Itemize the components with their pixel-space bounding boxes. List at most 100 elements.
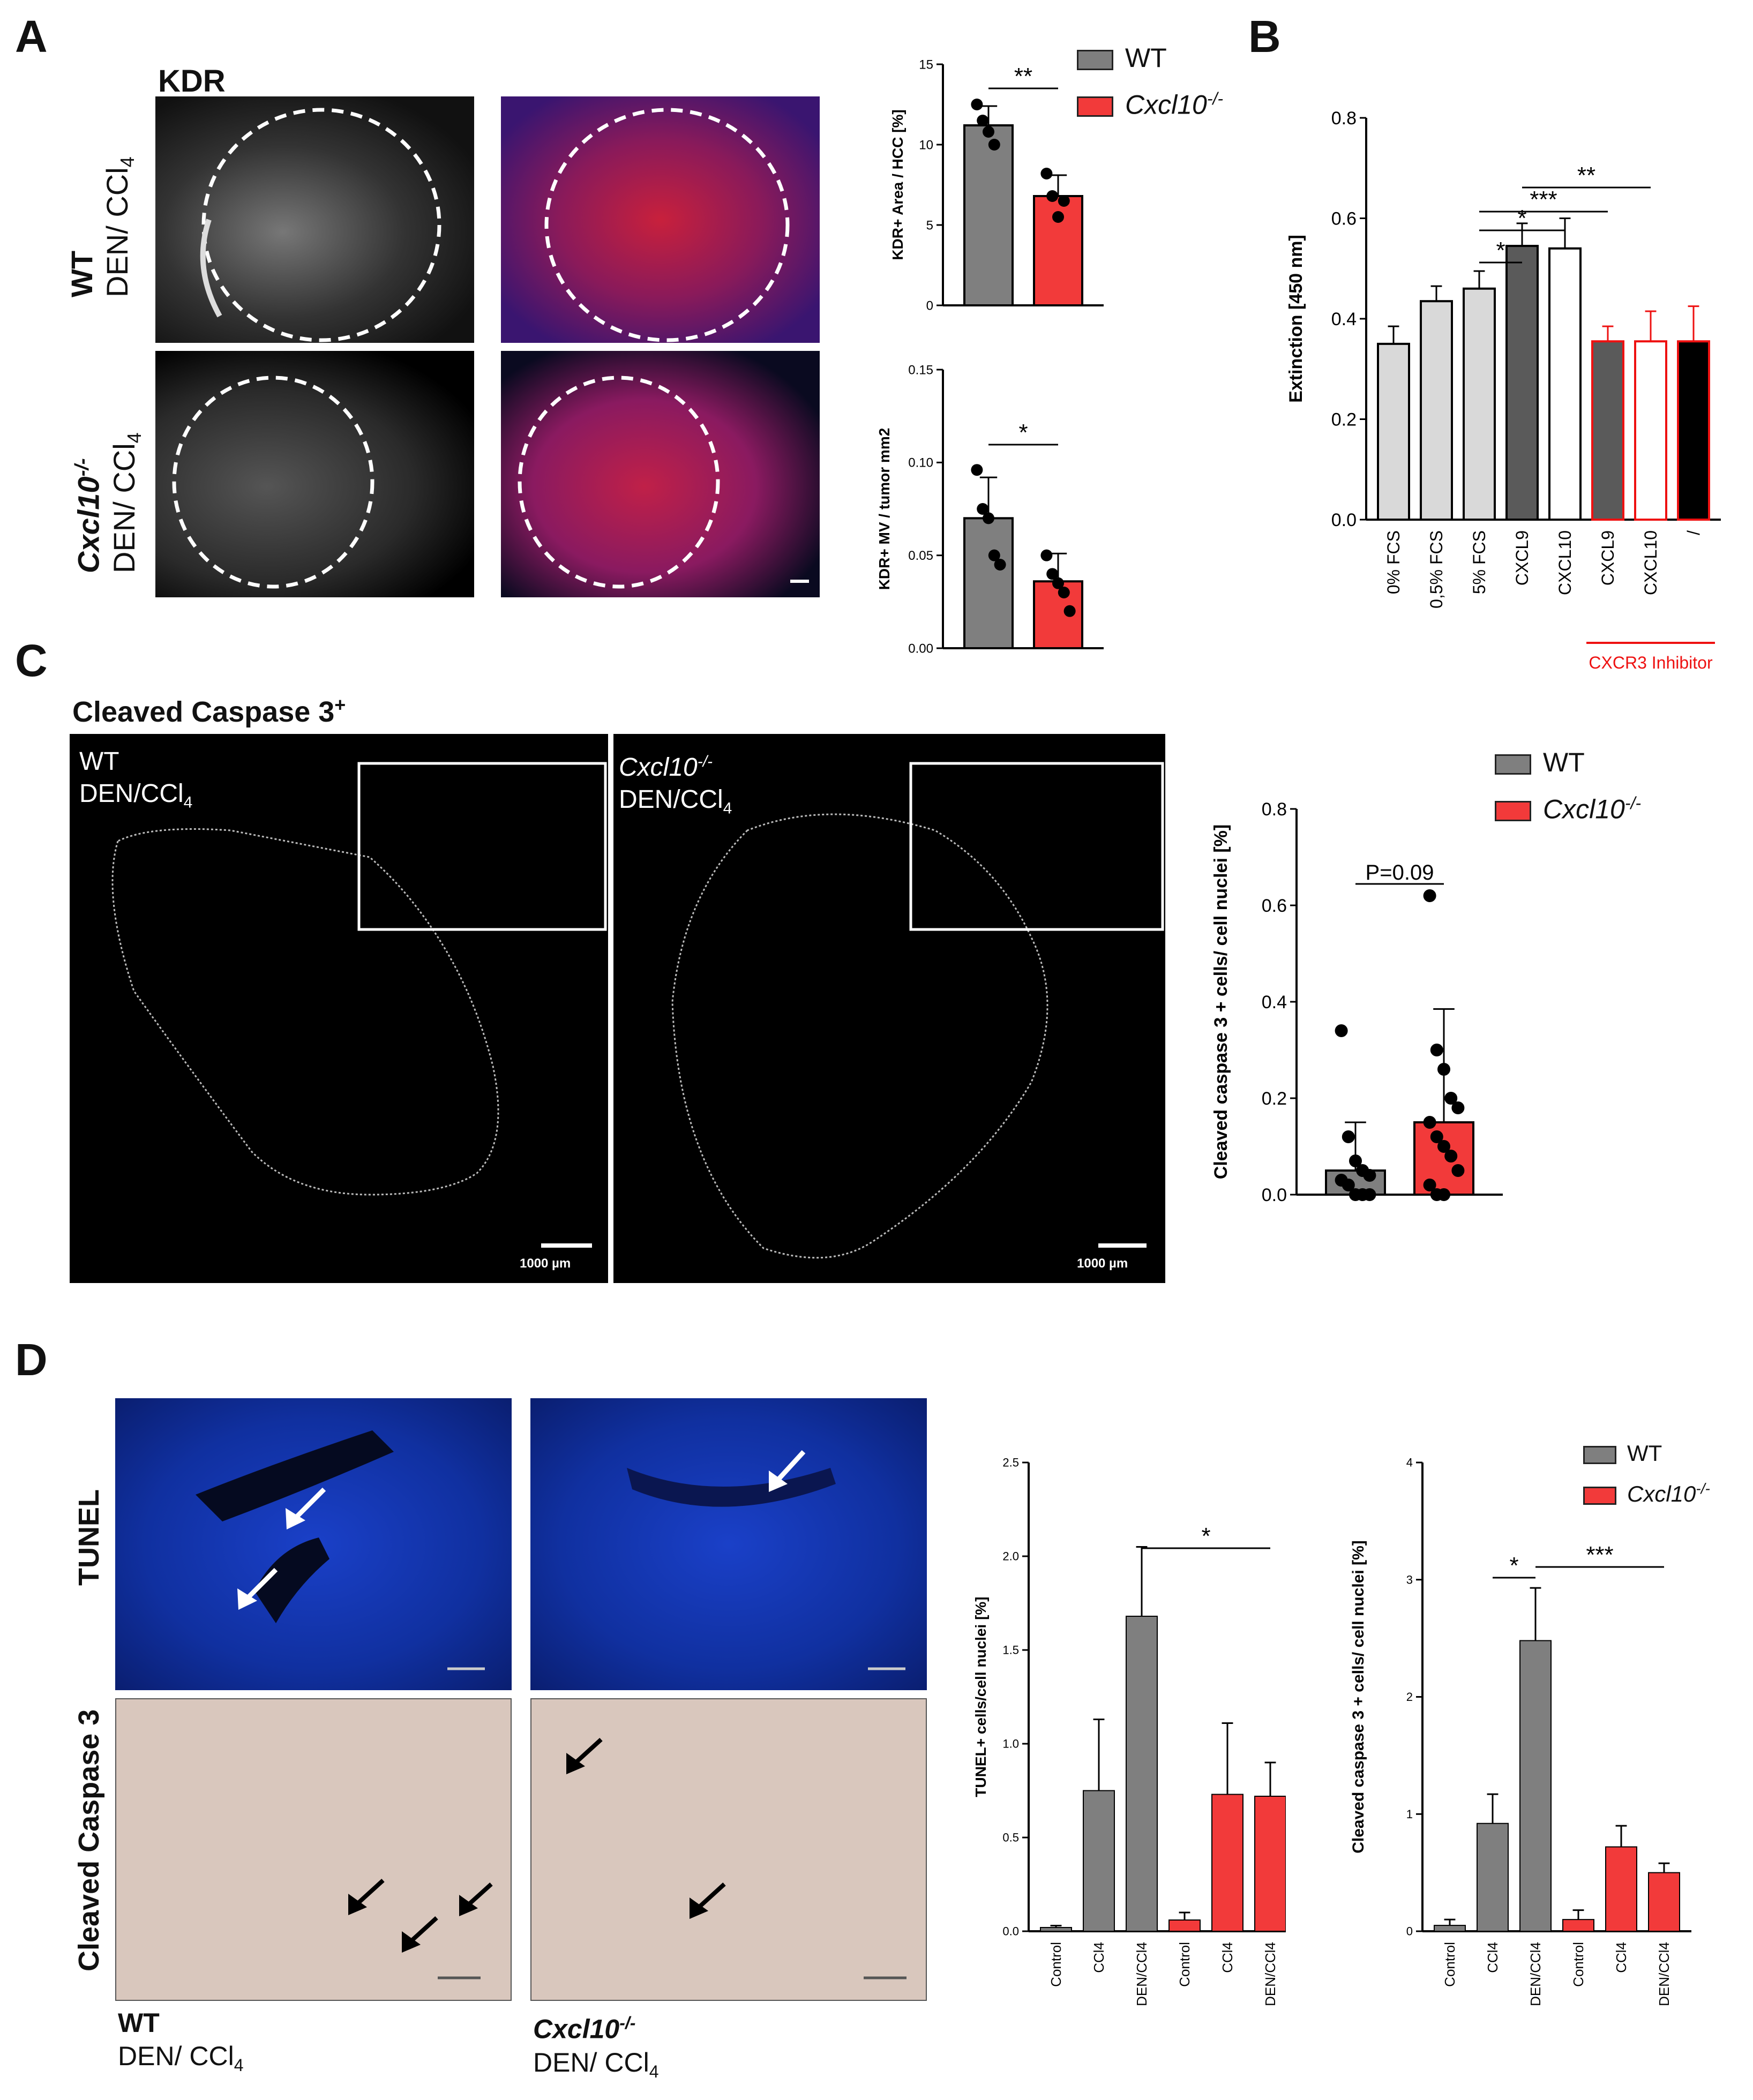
data-point bbox=[1437, 1188, 1450, 1201]
data-point bbox=[1335, 1024, 1348, 1037]
category-label: CCl4 bbox=[1219, 1942, 1235, 1973]
bar bbox=[1677, 340, 1710, 521]
bar bbox=[1548, 247, 1582, 521]
cc3-wt-genotype: WT bbox=[79, 747, 119, 776]
kdr-wt-image bbox=[155, 96, 474, 343]
y-tick-label: 2.5 bbox=[1002, 1456, 1019, 1469]
chart-cleaved-caspase-d: 0 1 2 3 4 Cleaved caspase 3 + cells/ cell nuc… bbox=[1350, 1456, 1691, 2006]
legend-c-ko-label: Cxcl10 bbox=[1543, 794, 1625, 824]
cc3-ko-sup: -/- bbox=[697, 753, 713, 770]
legend-d-wt-swatch bbox=[1583, 1445, 1616, 1464]
inhibitor-group-label: CXCR3 Inhibitor bbox=[1589, 653, 1713, 670]
panel-label-b: B bbox=[1248, 11, 1281, 62]
d-right-treatment: DEN/ CCl bbox=[533, 2047, 649, 2078]
kdr-ko-circle bbox=[172, 376, 374, 589]
y-axis-label: KDR+ MV / tumor mm2 bbox=[876, 428, 893, 590]
data-point bbox=[971, 99, 983, 110]
panel-label-d: D bbox=[15, 1334, 48, 1385]
data-point bbox=[983, 512, 994, 524]
category-label: Control bbox=[1177, 1942, 1193, 1987]
panel-a-row1-label: WT DEN/ CCl4 bbox=[64, 156, 145, 297]
cc3-ihc-wt-overlay bbox=[438, 1882, 493, 1979]
legend-c-wt-label: WT bbox=[1543, 747, 1585, 777]
bar bbox=[1519, 1640, 1552, 1932]
legend-d-wt-label: WT bbox=[1627, 1441, 1662, 1466]
data-point bbox=[1423, 1179, 1436, 1191]
bar bbox=[1211, 1794, 1243, 1932]
y-axis-label: Cleaved caspase 3 + cells/ cell nuclei [… bbox=[1211, 824, 1231, 1179]
data-point bbox=[1063, 605, 1076, 617]
legend-ko-sup: -/- bbox=[1207, 89, 1224, 108]
legend-c-ko-sup: -/- bbox=[1624, 793, 1642, 813]
bar bbox=[1420, 300, 1453, 521]
panel-c-legend: WT Cxcl10-/- bbox=[1495, 742, 1641, 830]
significance-label: *** bbox=[1530, 186, 1557, 213]
cc3-ihc-ko-overlay bbox=[566, 1738, 907, 1979]
y-tick-label: 0.2 bbox=[1262, 1089, 1287, 1109]
y-tick-label: 0.0 bbox=[1331, 510, 1357, 530]
y-tick-label: 10 bbox=[919, 138, 933, 152]
kdr-wt-circle bbox=[200, 108, 441, 342]
bar bbox=[1126, 1616, 1158, 1932]
category-label: Control bbox=[1442, 1942, 1458, 1987]
data-point bbox=[988, 139, 1000, 151]
y-tick-label: 3 bbox=[1406, 1573, 1413, 1586]
row1-treatment: DEN/ CCl bbox=[100, 167, 134, 297]
data-point bbox=[1040, 549, 1053, 561]
bar bbox=[1413, 1121, 1474, 1196]
category-label: / bbox=[1684, 530, 1703, 535]
panel-d-left-caption: WT DEN/ CCl4 bbox=[118, 2006, 243, 2082]
data-point bbox=[988, 549, 1000, 561]
cc3-wt-image: WT DEN/CCl4 1000 µm bbox=[70, 734, 608, 1283]
category-label: 0% FCS bbox=[1384, 530, 1403, 594]
y-tick-label: 5 bbox=[926, 218, 933, 232]
row2-sub: 4 bbox=[123, 432, 145, 444]
category-label: 0,5% FCS bbox=[1427, 530, 1446, 609]
bar bbox=[963, 517, 1014, 650]
legend-c-wt-swatch bbox=[1495, 754, 1531, 775]
y-axis-label: TUNEL+ cells/cell nuclei [%] bbox=[972, 1596, 989, 1797]
data-point bbox=[1451, 1101, 1465, 1114]
cc3-row-label: Cleaved Caspase 3 bbox=[73, 1709, 105, 1971]
cc3-wt-overlay bbox=[111, 762, 607, 1248]
y-tick-label: 0.0 bbox=[1262, 1185, 1287, 1205]
significance-label: ** bbox=[1014, 63, 1032, 89]
category-label: CCl4 bbox=[1091, 1942, 1107, 1973]
bar bbox=[1254, 1796, 1286, 1932]
category-label: Control bbox=[1570, 1942, 1586, 1987]
category-label: CCl4 bbox=[1485, 1942, 1501, 1973]
data-point bbox=[1423, 889, 1436, 902]
bar bbox=[1591, 340, 1624, 521]
d-left-sub: 4 bbox=[234, 2056, 244, 2075]
data-point bbox=[1052, 577, 1064, 589]
data-point bbox=[1437, 1140, 1450, 1153]
bar bbox=[1377, 342, 1410, 521]
bar bbox=[1434, 1925, 1466, 1932]
category-label: DEN/CCl4 bbox=[1656, 1942, 1672, 2006]
tunel-wt-image bbox=[115, 1398, 512, 1690]
chart-cleaved-caspase-c: 0.0 0.2 0.4 0.6 0.8 Cleaved caspase 3 + cells… bbox=[1211, 799, 1503, 1205]
significance-label: * bbox=[1201, 1523, 1210, 1549]
bar bbox=[1477, 1822, 1509, 1932]
data-point bbox=[1423, 1116, 1436, 1129]
legend-d-ko-label: Cxcl10 bbox=[1627, 1481, 1696, 1506]
category-label: CCl4 bbox=[1613, 1942, 1629, 1973]
data-point bbox=[1342, 1130, 1355, 1143]
y-tick-label: 15 bbox=[919, 57, 933, 72]
tunel-row-label: TUNEL bbox=[73, 1489, 105, 1586]
significance-label: *** bbox=[1586, 1542, 1613, 1568]
data-point bbox=[1349, 1154, 1362, 1167]
y-tick-label: 0.8 bbox=[1262, 799, 1287, 820]
legend-wt-swatch bbox=[1077, 49, 1113, 70]
data-point bbox=[994, 559, 1006, 571]
cc3-title: Cleaved Caspase 3 bbox=[72, 696, 335, 728]
cc3-wt-scale-label: 1000 µm bbox=[520, 1256, 571, 1271]
y-tick-label: 0.00 bbox=[908, 641, 933, 656]
data-point bbox=[977, 115, 989, 126]
data-point bbox=[1430, 1044, 1443, 1056]
data-point bbox=[1363, 1169, 1376, 1182]
cc3-wt-treatment: DEN/CCl bbox=[79, 779, 184, 808]
cc3-ko-treatment: DEN/CCl bbox=[619, 785, 723, 814]
bar bbox=[1168, 1919, 1201, 1932]
data-point bbox=[971, 464, 983, 476]
